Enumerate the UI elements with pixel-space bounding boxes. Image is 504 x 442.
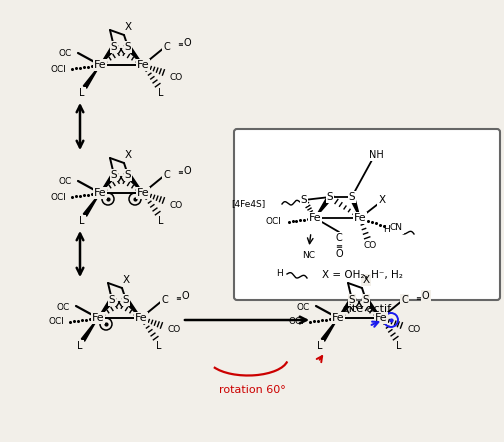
Text: CO: CO xyxy=(169,72,182,81)
Text: O: O xyxy=(184,38,192,48)
Text: S: S xyxy=(124,42,132,52)
Text: L: L xyxy=(396,341,402,351)
Text: L: L xyxy=(77,341,83,351)
Text: ≡: ≡ xyxy=(175,293,182,302)
Text: X: X xyxy=(122,275,130,285)
Text: C: C xyxy=(336,233,342,243)
Text: OC: OC xyxy=(59,178,72,187)
Text: Fe: Fe xyxy=(332,313,344,323)
Text: S: S xyxy=(109,295,115,305)
Text: S: S xyxy=(327,192,333,202)
Text: O: O xyxy=(184,166,192,176)
Text: O: O xyxy=(422,291,429,301)
Text: C: C xyxy=(161,295,168,305)
Text: CO: CO xyxy=(407,325,420,335)
Text: S: S xyxy=(111,170,117,180)
Text: S: S xyxy=(363,295,369,305)
Text: OCI: OCI xyxy=(48,317,64,327)
Polygon shape xyxy=(81,318,98,341)
Text: CO: CO xyxy=(169,201,182,210)
Text: Fe: Fe xyxy=(137,188,149,198)
Polygon shape xyxy=(350,196,360,218)
Polygon shape xyxy=(322,318,338,341)
Text: S: S xyxy=(349,295,355,305)
Text: Fe: Fe xyxy=(94,188,106,198)
Text: S: S xyxy=(301,195,307,205)
Text: ≡: ≡ xyxy=(415,293,422,302)
Text: CO: CO xyxy=(363,241,376,251)
Text: Fe: Fe xyxy=(354,213,366,223)
Text: X: X xyxy=(379,195,386,205)
Text: Fe: Fe xyxy=(374,313,387,323)
FancyBboxPatch shape xyxy=(234,129,500,300)
Polygon shape xyxy=(100,46,116,65)
Polygon shape xyxy=(98,298,114,318)
Polygon shape xyxy=(126,46,143,65)
Text: OC: OC xyxy=(59,50,72,58)
Text: S: S xyxy=(124,170,132,180)
Polygon shape xyxy=(126,173,143,193)
Text: H: H xyxy=(383,225,390,235)
Text: ≡: ≡ xyxy=(177,168,184,178)
Text: O: O xyxy=(335,249,343,259)
Text: X = OH₂, H⁻, H₂: X = OH₂, H⁻, H₂ xyxy=(322,270,402,280)
Text: Fe: Fe xyxy=(92,313,104,323)
Text: L: L xyxy=(79,88,85,98)
Text: OCI: OCI xyxy=(288,317,304,327)
Text: C: C xyxy=(163,42,170,52)
Text: S: S xyxy=(122,295,130,305)
Text: L: L xyxy=(317,341,323,351)
Text: OC: OC xyxy=(57,302,70,312)
Text: L: L xyxy=(156,341,162,351)
Text: X: X xyxy=(124,150,132,160)
Text: rotation 60°: rotation 60° xyxy=(219,385,285,395)
Text: S: S xyxy=(111,42,117,52)
Text: [4Fe4S]: [4Fe4S] xyxy=(232,199,266,209)
Text: Fe: Fe xyxy=(135,313,147,323)
Text: OCI: OCI xyxy=(50,193,66,202)
Text: Fe: Fe xyxy=(308,213,322,223)
Text: NH: NH xyxy=(368,150,384,160)
Text: NC: NC xyxy=(302,251,316,260)
Text: ≡: ≡ xyxy=(177,41,184,50)
Text: Fe: Fe xyxy=(94,60,106,70)
Text: C: C xyxy=(163,170,170,180)
Text: L: L xyxy=(158,216,164,226)
Text: Fe: Fe xyxy=(137,60,149,70)
Text: CO: CO xyxy=(167,325,180,335)
Text: OC: OC xyxy=(297,302,310,312)
Text: OCI: OCI xyxy=(50,65,66,73)
Text: S: S xyxy=(349,192,355,202)
Polygon shape xyxy=(83,193,100,216)
Text: ≡: ≡ xyxy=(336,241,343,251)
Text: CN: CN xyxy=(390,224,403,232)
Text: C: C xyxy=(401,295,408,305)
Polygon shape xyxy=(338,298,354,318)
Polygon shape xyxy=(124,298,141,318)
Text: L: L xyxy=(79,216,85,226)
Text: site actif: site actif xyxy=(343,304,391,314)
Polygon shape xyxy=(83,65,100,88)
Text: O: O xyxy=(182,291,190,301)
Polygon shape xyxy=(315,195,332,218)
Text: H: H xyxy=(276,270,283,278)
Text: X: X xyxy=(362,275,369,285)
Text: L: L xyxy=(158,88,164,98)
Polygon shape xyxy=(364,298,381,318)
Text: X: X xyxy=(124,22,132,32)
Text: OCI: OCI xyxy=(265,217,281,226)
Polygon shape xyxy=(100,173,116,193)
